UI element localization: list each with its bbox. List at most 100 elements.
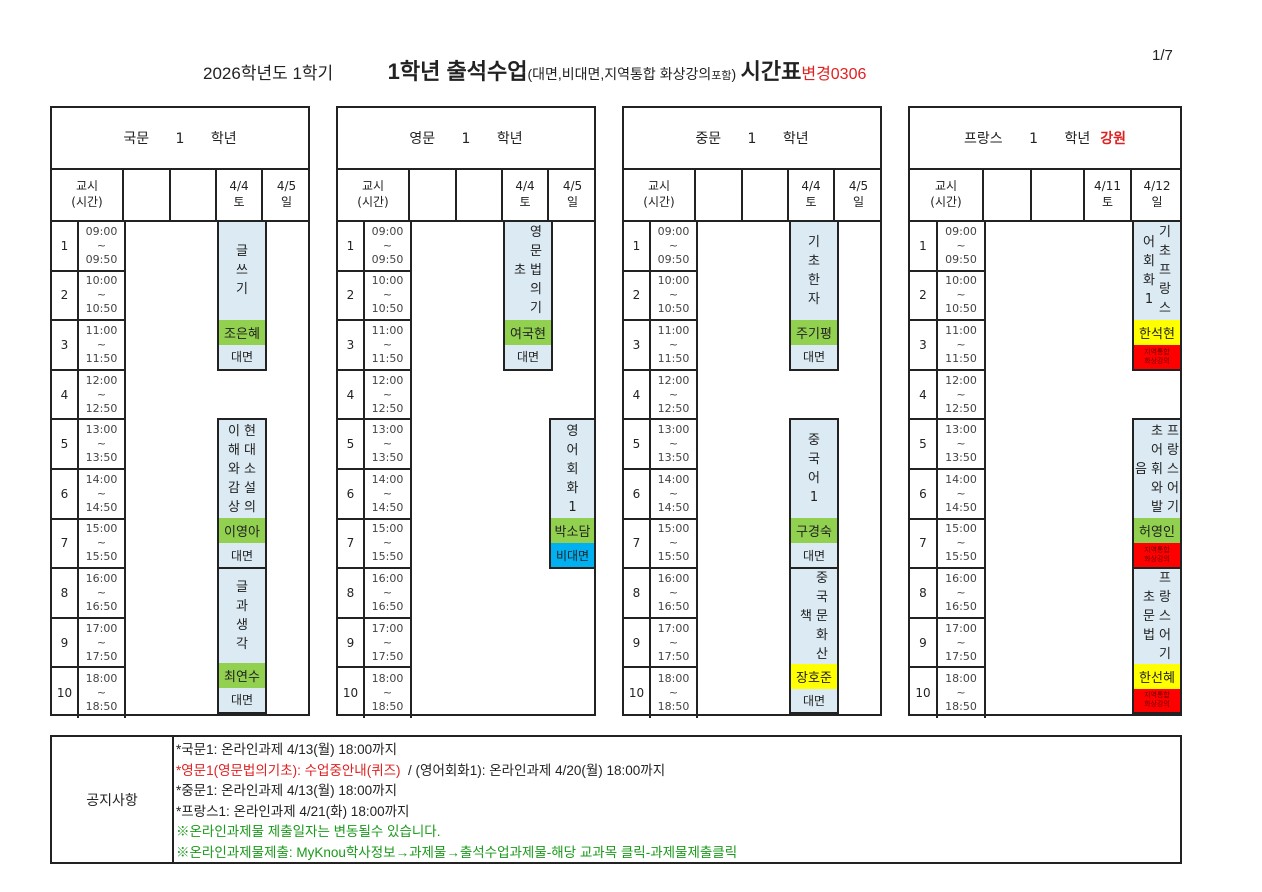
period-time: 11:00 ~11:50 (651, 321, 698, 371)
period-number: 2 (338, 271, 365, 322)
course-title-char: 문 (530, 244, 542, 260)
time-end: 16:50 (371, 599, 404, 613)
course-title-char: 기 (1166, 499, 1179, 515)
subtitle-small: 포함 (711, 70, 732, 82)
date-label: 4/12 (1143, 179, 1171, 193)
notice-text: *프랑스1: 온라인과제 4/21(화) 18:00까지 (176, 803, 410, 819)
notice-text: ※온라인과제물 제출일자는 변동될수 있습니다. (176, 824, 441, 839)
time-end: 16:50 (657, 599, 690, 613)
date-header: 4/4 토 (503, 168, 549, 222)
course-title-char: 기 (530, 301, 542, 317)
teacher-name: 구경숙 (791, 518, 837, 544)
time-tilde: ~ (668, 238, 679, 252)
course-title-char: 설 (244, 480, 256, 496)
class-block[interactable]: 글 과 생 각 최연수 대면 (217, 567, 267, 714)
course-title-char: 감 (228, 480, 240, 496)
table-title-text: 중문 1 학년 (695, 131, 809, 147)
period-time: 09:00 ~09:50 (938, 222, 986, 272)
course-title-char: 이 (228, 423, 240, 439)
time-end: 17:50 (371, 649, 404, 663)
period-number: 1 (52, 222, 79, 272)
class-mode: 지역통합 화상강의 (1134, 688, 1180, 712)
course-title-char: 어 (808, 471, 820, 487)
period-time: 18:00 ~18:50 (79, 668, 126, 718)
table-title: 중문 1 학년 (624, 108, 880, 170)
time-tilde: ~ (668, 387, 679, 401)
period-time: 12:00 ~12:50 (651, 370, 698, 421)
time-end: 16:50 (85, 599, 118, 613)
course-title-char: 1 (809, 490, 819, 506)
blank-header (410, 168, 457, 222)
time-end: 10:50 (371, 302, 404, 316)
class-block[interactable]: 영 문 법 의 기 초 여국현 대면 (503, 220, 553, 371)
period-time: 09:00 ~09:50 (79, 222, 126, 272)
timetable: 영문 1 학년 교시 (시간) 4/4 토 4/5 일 1 09:00 ~09:50 2 10:00 ~… (336, 106, 596, 718)
class-block[interactable]: 기 초 프 랑 스 어 회 화 1 한석현 지역통합 화상강의 (1132, 220, 1182, 371)
date-label: 4/5 (276, 179, 297, 193)
course-title-char: 1 (568, 499, 577, 515)
teacher-name: 조은혜 (219, 319, 265, 345)
period-number: 3 (52, 321, 79, 371)
time-end: 14:50 (371, 500, 404, 514)
time-tilde: ~ (956, 288, 966, 302)
notice-text: / (영어회화1): 온라인과제 4/20(월) 18:00까지 (400, 762, 666, 778)
class-block[interactable]: 현 대 소 설 의 이 해 와 감 상 이영아 대면 (217, 418, 267, 570)
class-block[interactable]: 프 랑 스 어 기 초 문 법 한선혜 지역통합 화상강의 (1132, 567, 1182, 714)
time-end: 13:50 (657, 451, 690, 465)
timetable: 중문 1 학년 교시 (시간) 4/4 토 4/5 일 1 09:00 ~09:50 2 10:00 ~… (622, 106, 882, 718)
time-end: 10:50 (85, 302, 118, 316)
course-title-char: 영 (566, 423, 579, 439)
time-start: 17:00 (945, 621, 977, 635)
time-end: 09:50 (945, 252, 977, 266)
time-start: 15:00 (85, 522, 118, 536)
period-number: 6 (910, 470, 938, 520)
period-number: 4 (624, 370, 651, 421)
course-title-column: 초 (514, 261, 526, 280)
course-title-char: 영 (530, 225, 542, 241)
period-time: 18:00 ~18:50 (938, 668, 986, 718)
class-block[interactable]: 기 초 한 자 주기평 대면 (789, 220, 839, 371)
period-number: 9 (338, 618, 365, 669)
time-tilde: ~ (382, 585, 393, 599)
time-tilde: ~ (96, 585, 107, 599)
time-tilde: ~ (668, 536, 679, 550)
class-mode-text: 지역통합 (1144, 546, 1170, 555)
period-number: 1 (910, 222, 938, 272)
period-time: 14:00 ~14:50 (365, 470, 412, 520)
class-mode-text: 화상강의 (1144, 700, 1170, 709)
class-block[interactable]: 프 랑 스 어 기 초 어 휘 와 발 음 허영인 지역통합 화상강의 (1132, 418, 1182, 570)
time-start: 12:00 (85, 373, 118, 387)
date-header: 4/12 일 (1132, 168, 1182, 222)
time-start: 09:00 (85, 224, 118, 238)
course-title-char: 화 (566, 480, 579, 496)
teacher-name: 박소담 (551, 518, 594, 544)
class-mode-text: 화상강의 (1144, 356, 1170, 365)
course-title-char: 법 (1143, 628, 1155, 644)
course-title-char: 어 (1159, 628, 1171, 644)
day-label: 토 (805, 195, 817, 209)
class-block[interactable]: 글 쓰 기 조은혜 대면 (217, 220, 267, 371)
time-end: 14:50 (657, 500, 690, 514)
table-title-note: 강원 (1100, 131, 1126, 147)
course-title-char: 과 (236, 599, 248, 615)
notice-line: ※온라인과제물 제출일자는 변동될수 있습니다. (176, 822, 737, 843)
period-time: 14:00 ~14:50 (938, 470, 986, 520)
period-time: 15:00 ~15:50 (365, 519, 412, 570)
time-end: 17:50 (945, 649, 977, 663)
course-title-char: 초 (1151, 423, 1163, 439)
time-start: 18:00 (945, 672, 977, 686)
course-title-char: 기 (236, 282, 248, 298)
class-block[interactable]: 중 국 어 1 구경숙 대면 (789, 418, 839, 570)
class-block[interactable]: 중 국 문 화 산 책 장호준 대면 (789, 567, 839, 714)
class-mode: 대면 (791, 543, 837, 568)
period-number: 6 (624, 470, 651, 520)
period-number: 7 (910, 519, 938, 570)
time-end: 12:50 (945, 401, 977, 415)
period-header-label: 교시 (647, 179, 671, 193)
class-block[interactable]: 영 어 회 화 1 박소담 비대면 (549, 418, 596, 570)
course-title-char: 생 (236, 618, 248, 634)
time-start: 10:00 (85, 274, 118, 288)
course-title-char: 프 (1166, 423, 1179, 439)
period-time: 14:00 ~14:50 (79, 470, 126, 520)
